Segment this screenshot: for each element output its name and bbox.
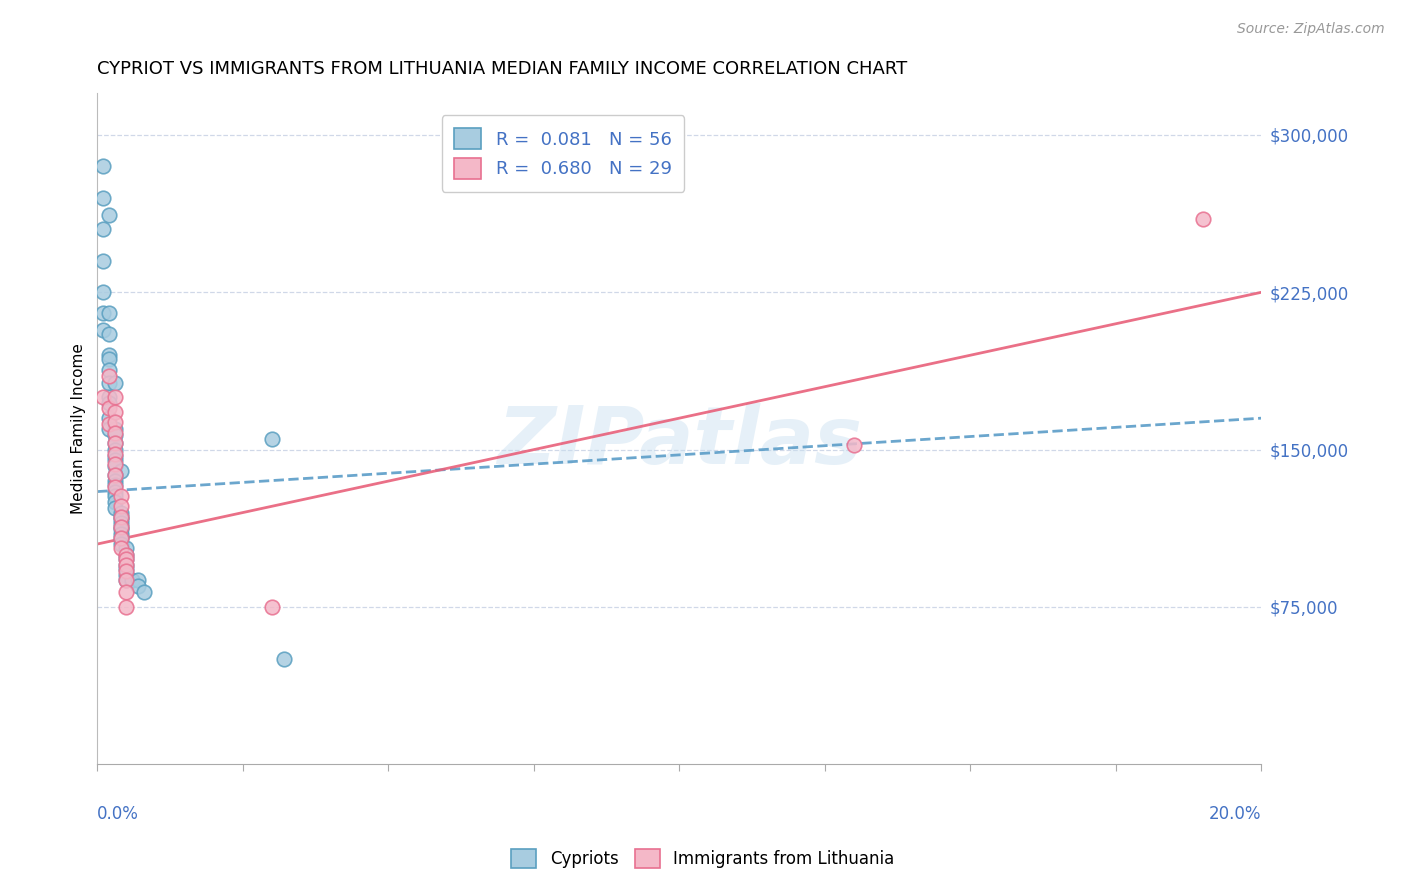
Point xyxy=(98,306,121,320)
Point xyxy=(98,208,121,222)
Text: 0.0%: 0.0% xyxy=(97,805,139,822)
Point xyxy=(98,376,121,390)
Point xyxy=(104,428,127,442)
Point xyxy=(110,509,132,524)
Point xyxy=(98,411,121,425)
Point xyxy=(104,447,127,461)
Point xyxy=(115,573,138,587)
Point xyxy=(115,551,138,566)
Point xyxy=(115,558,138,572)
Point xyxy=(104,484,127,499)
Point xyxy=(110,512,132,526)
Point xyxy=(110,522,132,536)
Point xyxy=(98,417,121,432)
Point xyxy=(132,585,155,599)
Point xyxy=(115,558,138,572)
Point xyxy=(115,573,138,587)
Point xyxy=(98,390,121,404)
Point xyxy=(110,489,132,503)
Point xyxy=(127,573,149,587)
Point xyxy=(91,390,114,404)
Point xyxy=(104,489,127,503)
Point xyxy=(104,458,127,472)
Point xyxy=(104,422,127,436)
Point xyxy=(273,652,295,666)
Point xyxy=(110,531,132,545)
Point xyxy=(115,551,138,566)
Point xyxy=(104,376,127,390)
Point xyxy=(104,478,127,492)
Point xyxy=(110,531,132,545)
Point xyxy=(91,306,114,320)
Point xyxy=(115,562,138,576)
Point xyxy=(110,526,132,541)
Point xyxy=(1192,211,1215,226)
Point xyxy=(110,520,132,534)
Point xyxy=(104,480,127,494)
Point xyxy=(110,506,132,520)
Point xyxy=(98,352,121,367)
Point xyxy=(98,422,121,436)
Point xyxy=(110,520,132,534)
Point xyxy=(110,541,132,556)
Point xyxy=(115,548,138,562)
Text: Source: ZipAtlas.com: Source: ZipAtlas.com xyxy=(1237,22,1385,37)
Point xyxy=(121,573,143,587)
Point xyxy=(104,442,127,457)
Point xyxy=(104,467,127,482)
Point xyxy=(115,568,138,582)
Point xyxy=(127,579,149,593)
Point xyxy=(115,548,138,562)
Point xyxy=(104,425,127,440)
Point xyxy=(91,222,114,236)
Point xyxy=(110,509,132,524)
Point xyxy=(104,474,127,488)
Point xyxy=(104,495,127,509)
Point xyxy=(98,348,121,362)
Point xyxy=(115,564,138,578)
Point xyxy=(98,401,121,415)
Point xyxy=(110,516,132,530)
Point xyxy=(104,405,127,419)
Point xyxy=(115,599,138,614)
Point xyxy=(110,537,132,551)
Point xyxy=(110,500,132,514)
Text: 20.0%: 20.0% xyxy=(1209,805,1261,822)
Legend: Cypriots, Immigrants from Lithuania: Cypriots, Immigrants from Lithuania xyxy=(505,842,901,875)
Point xyxy=(260,599,283,614)
Y-axis label: Median Family Income: Median Family Income xyxy=(72,343,86,514)
Point xyxy=(91,191,114,205)
Point xyxy=(842,438,865,452)
Point xyxy=(104,467,127,482)
Point xyxy=(98,363,121,377)
Point xyxy=(104,453,127,467)
Point xyxy=(104,501,127,516)
Point xyxy=(91,160,114,174)
Point xyxy=(104,416,127,430)
Point xyxy=(104,449,127,463)
Point xyxy=(110,464,132,478)
Point xyxy=(91,323,114,337)
Point xyxy=(91,253,114,268)
Point xyxy=(91,285,114,300)
Point xyxy=(98,369,121,384)
Point xyxy=(115,585,138,599)
Point xyxy=(104,436,127,450)
Point xyxy=(104,390,127,404)
Point xyxy=(98,327,121,342)
Point xyxy=(98,396,121,410)
Point xyxy=(115,541,138,556)
Point xyxy=(104,436,127,450)
Point xyxy=(260,432,283,446)
Text: CYPRIOT VS IMMIGRANTS FROM LITHUANIA MEDIAN FAMILY INCOME CORRELATION CHART: CYPRIOT VS IMMIGRANTS FROM LITHUANIA MED… xyxy=(97,60,908,78)
Text: ZIPatlas: ZIPatlas xyxy=(496,403,862,481)
Legend: R =  0.081   N = 56, R =  0.680   N = 29: R = 0.081 N = 56, R = 0.680 N = 29 xyxy=(441,115,685,192)
Point xyxy=(104,459,127,474)
